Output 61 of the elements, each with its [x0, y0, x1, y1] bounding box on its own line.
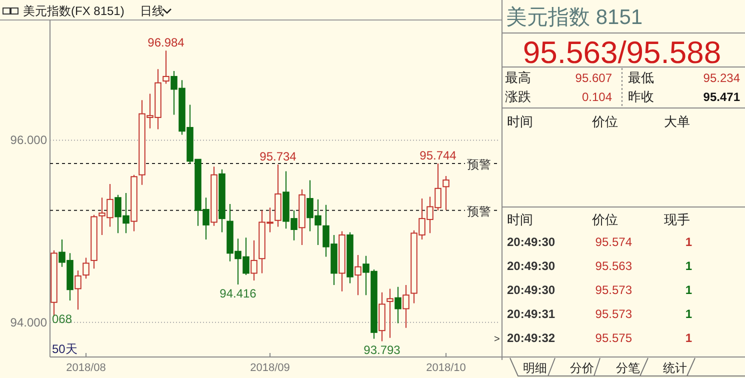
text: 95.234: [703, 71, 740, 85]
annotation: 96.984: [148, 36, 185, 50]
text: 1: [685, 283, 692, 297]
chart-title: 美元指数(FX 8151): [23, 4, 124, 18]
text: 大单: [664, 114, 690, 129]
text: 20:49:30: [507, 283, 556, 297]
text: 95.573: [595, 283, 632, 297]
text: 涨跌: [505, 89, 531, 104]
text: 最低: [628, 70, 654, 85]
text: 20:49:30: [507, 235, 556, 249]
text: 时间: [507, 212, 533, 227]
text: 95.574: [595, 235, 632, 249]
x-tick-label: 2018/10: [426, 362, 466, 374]
y-tick-label: 94.000: [10, 315, 48, 330]
text: 现手: [664, 212, 690, 227]
annotation: 50天: [52, 342, 78, 356]
annotation: 94.416: [220, 286, 257, 300]
text: 95.575: [595, 331, 632, 345]
text: 统计: [663, 361, 687, 375]
candlestick: [162, 50, 170, 84]
ref-line-label: 预警: [467, 158, 491, 172]
candlestick: [74, 270, 82, 310]
text: 95.607: [575, 71, 612, 85]
text: 95.573: [595, 307, 632, 321]
candlestick: [354, 254, 362, 296]
candlestick: [82, 257, 90, 280]
text: 1: [685, 331, 692, 345]
text: 95.563/95.588: [522, 35, 722, 70]
text: 20:49:31: [507, 307, 556, 321]
candlestick: [386, 288, 394, 338]
text: 95.563: [595, 259, 632, 273]
text: 1: [685, 235, 692, 249]
text: 1: [685, 307, 692, 321]
annotation: 068: [52, 312, 72, 326]
text: 最高: [505, 70, 531, 85]
text: 时间: [507, 114, 533, 129]
text: 美元指数 8151: [506, 6, 643, 29]
chart-subtitle: 日线: [140, 4, 164, 18]
text: 价位: [591, 212, 618, 227]
text: 分笔: [616, 361, 640, 375]
text: 20:49:32: [507, 331, 556, 345]
annotation: 95.734: [260, 149, 297, 164]
text: 价位: [591, 114, 618, 129]
annotation: 95.744: [420, 148, 457, 163]
text: 昨收: [628, 89, 654, 104]
ref-line-label: 预警: [467, 204, 491, 218]
text: 1: [685, 259, 692, 273]
text: 20:49:30: [507, 259, 556, 273]
text: 95.471: [703, 90, 740, 104]
annotation: 93.793: [364, 343, 401, 358]
candlestick: [402, 284, 410, 328]
y-tick-label: 96.000: [10, 133, 48, 148]
candlestick: [250, 240, 258, 281]
text: 分价: [570, 361, 594, 375]
candlestick: [394, 286, 402, 324]
text: >: [494, 334, 500, 345]
x-tick-label: 2018/08: [66, 362, 106, 374]
candlestick: [442, 176, 450, 210]
text: 0.104: [582, 90, 612, 104]
x-tick-label: 2018/09: [250, 362, 290, 374]
text: 明细: [523, 361, 547, 375]
